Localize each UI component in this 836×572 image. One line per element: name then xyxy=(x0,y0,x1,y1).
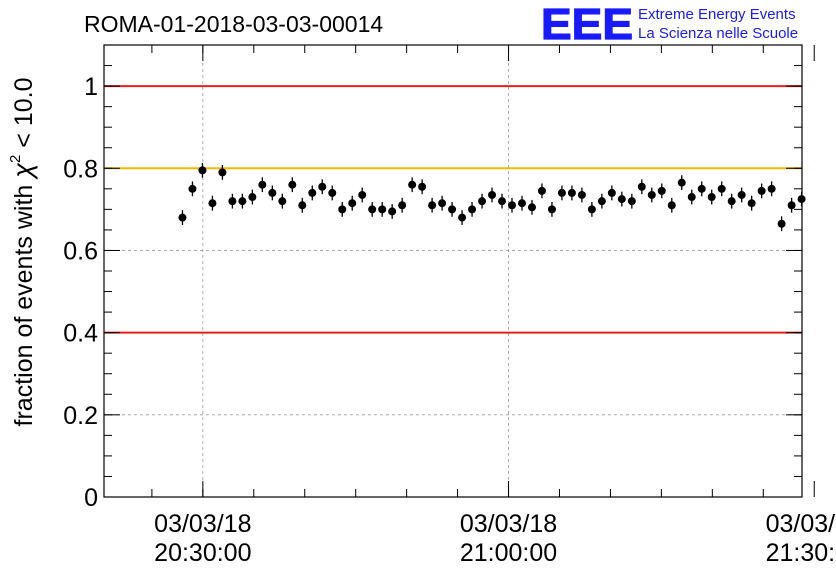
logo-line-1: Extreme Energy Events xyxy=(638,6,796,23)
data-point xyxy=(717,184,726,193)
logo-line-2: La Scienza nelle Scuole xyxy=(638,25,798,42)
data-point xyxy=(248,193,257,202)
data-point xyxy=(378,205,387,214)
data-point xyxy=(737,190,746,199)
data-point xyxy=(537,186,546,195)
data-point xyxy=(787,201,796,210)
y-tick-label: 0 xyxy=(84,484,98,512)
data-point xyxy=(767,184,776,193)
data-point xyxy=(198,166,207,175)
data-point xyxy=(468,205,477,214)
data-point xyxy=(288,180,297,189)
data-point xyxy=(667,201,676,210)
x-tick-label-time: 20:30:00 xyxy=(154,539,251,567)
data-point xyxy=(438,199,447,208)
data-point xyxy=(298,201,307,210)
x-tick-label-time: 21:30:00 xyxy=(766,539,836,567)
y-tick-label: 0.2 xyxy=(63,402,98,430)
data-point xyxy=(577,190,586,199)
data-point xyxy=(278,197,287,206)
data-point xyxy=(218,168,227,177)
y-axis-label: fraction of events with χ2 < 10.0 xyxy=(7,78,38,427)
data-point xyxy=(228,197,237,206)
data-point xyxy=(238,197,247,206)
data-points xyxy=(178,162,806,232)
data-point xyxy=(777,219,786,228)
data-point xyxy=(178,213,187,222)
y-tick-label: 0.8 xyxy=(63,155,98,183)
data-point xyxy=(677,178,686,187)
data-point xyxy=(517,199,526,208)
x-tick-label-date: 03/03/18 xyxy=(460,510,557,538)
data-point xyxy=(478,197,487,206)
data-point xyxy=(707,193,716,202)
data-point xyxy=(607,188,616,197)
x-tick-label-time: 21:00:00 xyxy=(460,539,557,567)
y-tick-label: 0.6 xyxy=(63,237,98,265)
data-point xyxy=(448,205,457,214)
grid xyxy=(104,45,802,497)
data-point xyxy=(527,203,536,212)
data-point xyxy=(557,188,566,197)
x-tick-label-date: 03/03/18 xyxy=(154,510,251,538)
data-point xyxy=(687,193,696,202)
data-point xyxy=(567,188,576,197)
data-point xyxy=(637,182,646,191)
data-point xyxy=(697,184,706,193)
x-tick-label-date: 03/03/18 xyxy=(766,510,836,538)
data-point xyxy=(627,197,636,206)
data-point xyxy=(358,190,367,199)
data-point xyxy=(747,199,756,208)
data-point xyxy=(398,201,407,210)
threshold-lines xyxy=(104,85,802,334)
data-point xyxy=(488,190,497,199)
chart-title: ROMA-01-2018-03-03-00014 xyxy=(84,11,383,37)
axes: 00.20.40.60.8103/03/1820:30:0003/03/1821… xyxy=(63,44,836,567)
data-point xyxy=(498,197,507,206)
y-tick-label: 1 xyxy=(84,73,98,101)
data-point xyxy=(268,188,277,197)
data-point xyxy=(348,199,357,208)
y-tick-label: 0.4 xyxy=(63,320,98,348)
data-point xyxy=(408,180,417,189)
data-point xyxy=(428,201,437,210)
eee-logo: EEE xyxy=(541,0,633,49)
data-point xyxy=(388,207,397,216)
data-point xyxy=(368,205,377,214)
data-point xyxy=(338,205,347,214)
data-point xyxy=(757,186,766,195)
data-point xyxy=(647,190,656,199)
data-point xyxy=(458,213,467,222)
data-point xyxy=(617,195,626,204)
data-point xyxy=(418,182,427,191)
data-point xyxy=(587,205,596,214)
data-point xyxy=(507,201,516,210)
data-point xyxy=(258,180,267,189)
data-point xyxy=(308,188,317,197)
data-point xyxy=(328,188,337,197)
plot-frame xyxy=(103,44,803,498)
data-point xyxy=(657,186,666,195)
data-point xyxy=(727,197,736,206)
data-point xyxy=(208,199,217,208)
data-point xyxy=(597,197,606,206)
data-point xyxy=(547,205,556,214)
data-point xyxy=(318,182,327,191)
data-point xyxy=(188,184,197,193)
